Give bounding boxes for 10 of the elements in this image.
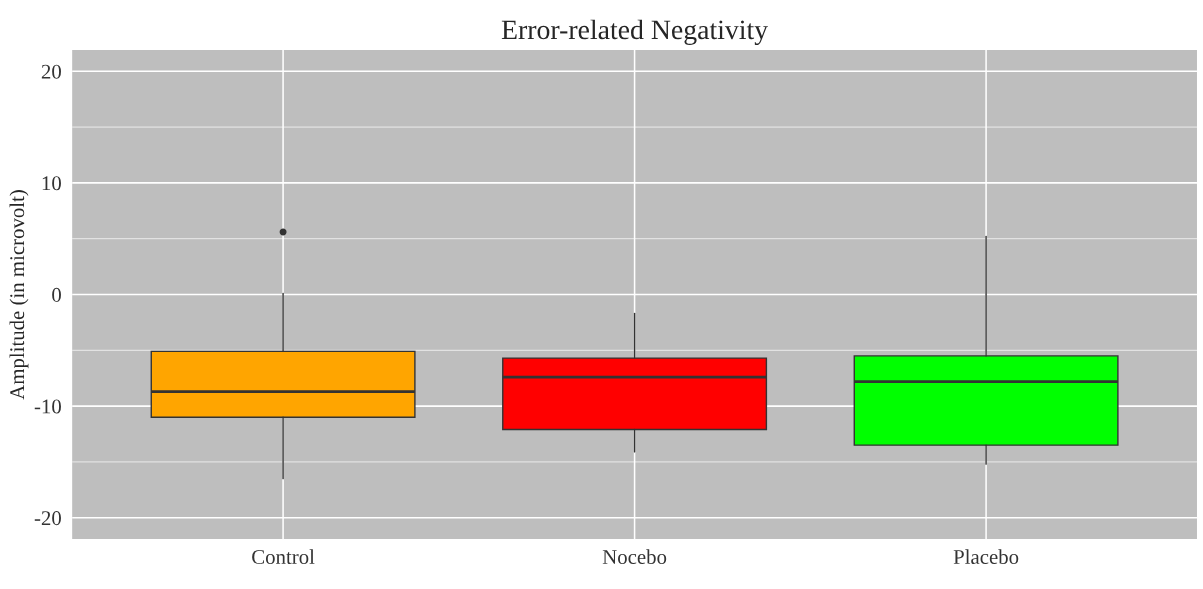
chart-title: Error-related Negativity (501, 19, 769, 45)
x-tick-label: Control (252, 549, 315, 565)
y-tick-label: -20 (34, 511, 61, 526)
x-tick-label: Nocebo (602, 549, 667, 565)
y-axis-title: Amplitude (in microvolt) (9, 190, 29, 400)
y-tick-label: 20 (41, 64, 61, 79)
y-tick-label: -10 (34, 399, 61, 414)
y-tick-label: 0 (52, 287, 61, 302)
x-tick-label: Placebo (953, 549, 1019, 565)
y-tick-label: 10 (42, 176, 61, 191)
